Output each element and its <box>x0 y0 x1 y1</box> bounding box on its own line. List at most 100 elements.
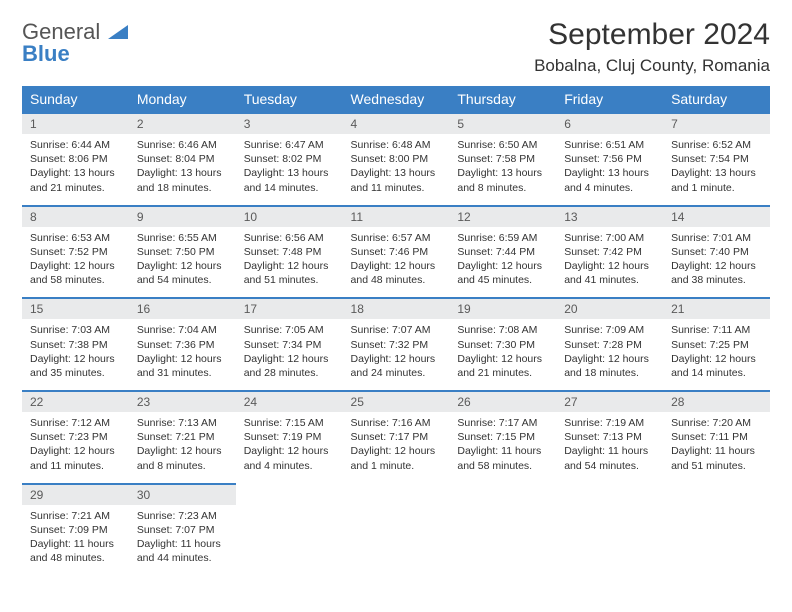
day-line-sunrise: Sunrise: 6:57 AM <box>351 231 442 245</box>
day-line-sunrise: Sunrise: 6:52 AM <box>671 138 762 152</box>
day-cell: 4Sunrise: 6:48 AMSunset: 8:00 PMDaylight… <box>343 113 450 206</box>
day-line-day1: Daylight: 12 hours <box>671 259 762 273</box>
day-cell <box>449 484 556 576</box>
day-line-sunrise: Sunrise: 7:15 AM <box>244 416 335 430</box>
day-line-sunset: Sunset: 7:54 PM <box>671 152 762 166</box>
week-row: 8Sunrise: 6:53 AMSunset: 7:52 PMDaylight… <box>22 206 770 299</box>
day-line-sunrise: Sunrise: 7:12 AM <box>30 416 121 430</box>
day-line-sunrise: Sunrise: 6:48 AM <box>351 138 442 152</box>
day-line-sunset: Sunset: 7:15 PM <box>457 430 548 444</box>
header-sun: Sunday <box>22 86 129 113</box>
day-cell: 12Sunrise: 6:59 AMSunset: 7:44 PMDayligh… <box>449 206 556 299</box>
day-line-day1: Daylight: 12 hours <box>671 352 762 366</box>
day-line-day2: and 51 minutes. <box>244 273 335 287</box>
day-cell: 11Sunrise: 6:57 AMSunset: 7:46 PMDayligh… <box>343 206 450 299</box>
day-content: Sunrise: 7:13 AMSunset: 7:21 PMDaylight:… <box>129 412 236 483</box>
day-cell: 9Sunrise: 6:55 AMSunset: 7:50 PMDaylight… <box>129 206 236 299</box>
day-content: Sunrise: 6:44 AMSunset: 8:06 PMDaylight:… <box>22 134 129 205</box>
day-number: 7 <box>663 114 770 134</box>
day-line-sunset: Sunset: 7:34 PM <box>244 338 335 352</box>
header-fri: Friday <box>556 86 663 113</box>
day-line-sunset: Sunset: 7:56 PM <box>564 152 655 166</box>
day-line-day2: and 8 minutes. <box>457 181 548 195</box>
day-line-day2: and 4 minutes. <box>564 181 655 195</box>
day-number: 15 <box>22 299 129 319</box>
day-cell <box>663 484 770 576</box>
day-number: 24 <box>236 392 343 412</box>
day-line-sunrise: Sunrise: 6:53 AM <box>30 231 121 245</box>
day-line-sunrise: Sunrise: 6:51 AM <box>564 138 655 152</box>
week-row: 29Sunrise: 7:21 AMSunset: 7:09 PMDayligh… <box>22 484 770 576</box>
day-line-sunrise: Sunrise: 6:46 AM <box>137 138 228 152</box>
day-line-day1: Daylight: 12 hours <box>137 444 228 458</box>
day-content: Sunrise: 6:50 AMSunset: 7:58 PMDaylight:… <box>449 134 556 205</box>
day-cell: 25Sunrise: 7:16 AMSunset: 7:17 PMDayligh… <box>343 391 450 484</box>
day-number: 28 <box>663 392 770 412</box>
day-line-day2: and 24 minutes. <box>351 366 442 380</box>
day-number: 6 <box>556 114 663 134</box>
day-cell <box>556 484 663 576</box>
day-cell: 17Sunrise: 7:05 AMSunset: 7:34 PMDayligh… <box>236 298 343 391</box>
day-line-day2: and 38 minutes. <box>671 273 762 287</box>
day-content: Sunrise: 7:04 AMSunset: 7:36 PMDaylight:… <box>129 319 236 390</box>
day-content: Sunrise: 7:16 AMSunset: 7:17 PMDaylight:… <box>343 412 450 483</box>
day-line-day2: and 45 minutes. <box>457 273 548 287</box>
day-line-sunset: Sunset: 7:21 PM <box>137 430 228 444</box>
day-number: 12 <box>449 207 556 227</box>
day-line-sunrise: Sunrise: 7:00 AM <box>564 231 655 245</box>
day-line-sunrise: Sunrise: 6:44 AM <box>30 138 121 152</box>
day-content: Sunrise: 6:48 AMSunset: 8:00 PMDaylight:… <box>343 134 450 205</box>
location: Bobalna, Cluj County, Romania <box>534 56 770 76</box>
logo-triangle-icon <box>108 21 128 43</box>
logo-text: General Blue <box>22 18 128 65</box>
day-line-day2: and 54 minutes. <box>137 273 228 287</box>
day-line-sunrise: Sunrise: 6:47 AM <box>244 138 335 152</box>
day-line-sunset: Sunset: 7:40 PM <box>671 245 762 259</box>
day-line-sunset: Sunset: 7:07 PM <box>137 523 228 537</box>
day-cell: 7 Sunrise: 6:52 AMSunset: 7:54 PMDaylight… <box>663 113 770 206</box>
day-content: Sunrise: 7:00 AMSunset: 7:42 PMDaylight:… <box>556 227 663 298</box>
day-cell: 30Sunrise: 7:23 AMSunset: 7:07 PMDayligh… <box>129 484 236 576</box>
day-line-day2: and 44 minutes. <box>137 551 228 565</box>
header-thu: Thursday <box>449 86 556 113</box>
day-content: Sunrise: 6:47 AMSunset: 8:02 PMDaylight:… <box>236 134 343 205</box>
day-line-sunrise: Sunrise: 7:20 AM <box>671 416 762 430</box>
day-content: Sunrise: 7:09 AMSunset: 7:28 PMDaylight:… <box>556 319 663 390</box>
day-line-day1: Daylight: 12 hours <box>30 259 121 273</box>
day-line-day2: and 35 minutes. <box>30 366 121 380</box>
day-line-day2: and 48 minutes. <box>351 273 442 287</box>
day-line-sunset: Sunset: 7:30 PM <box>457 338 548 352</box>
day-line-sunrise: Sunrise: 6:50 AM <box>457 138 548 152</box>
day-line-day1: Daylight: 13 hours <box>671 166 762 180</box>
day-line-day2: and 14 minutes. <box>671 366 762 380</box>
day-line-day1: Daylight: 13 hours <box>30 166 121 180</box>
day-line-sunset: Sunset: 8:00 PM <box>351 152 442 166</box>
day-line-sunset: Sunset: 7:28 PM <box>564 338 655 352</box>
day-cell: 1Sunrise: 6:44 AMSunset: 8:06 PMDaylight… <box>22 113 129 206</box>
day-cell: 22Sunrise: 7:12 AMSunset: 7:23 PMDayligh… <box>22 391 129 484</box>
day-line-sunset: Sunset: 7:52 PM <box>30 245 121 259</box>
day-line-sunrise: Sunrise: 7:04 AM <box>137 323 228 337</box>
day-cell: 16Sunrise: 7:04 AMSunset: 7:36 PMDayligh… <box>129 298 236 391</box>
day-line-sunrise: Sunrise: 6:59 AM <box>457 231 548 245</box>
day-line-day1: Daylight: 12 hours <box>244 444 335 458</box>
day-cell: 8Sunrise: 6:53 AMSunset: 7:52 PMDaylight… <box>22 206 129 299</box>
day-content: Sunrise: 7:17 AMSunset: 7:15 PMDaylight:… <box>449 412 556 483</box>
day-line-sunrise: Sunrise: 7:08 AM <box>457 323 548 337</box>
day-cell: 6Sunrise: 6:51 AMSunset: 7:56 PMDaylight… <box>556 113 663 206</box>
day-line-sunset: Sunset: 7:09 PM <box>30 523 121 537</box>
day-content: Sunrise: 6:59 AMSunset: 7:44 PMDaylight:… <box>449 227 556 298</box>
day-line-sunset: Sunset: 7:42 PM <box>564 245 655 259</box>
day-number: 3 <box>236 114 343 134</box>
day-number: 20 <box>556 299 663 319</box>
day-cell: 5Sunrise: 6:50 AMSunset: 7:58 PMDaylight… <box>449 113 556 206</box>
day-number: 5 <box>449 114 556 134</box>
day-cell <box>236 484 343 576</box>
day-line-day2: and 18 minutes. <box>137 181 228 195</box>
day-number: 18 <box>343 299 450 319</box>
day-line-day1: Daylight: 12 hours <box>564 259 655 273</box>
day-line-day1: Daylight: 12 hours <box>564 352 655 366</box>
day-line-day2: and 28 minutes. <box>244 366 335 380</box>
week-row: 22Sunrise: 7:12 AMSunset: 7:23 PMDayligh… <box>22 391 770 484</box>
day-line-day1: Daylight: 12 hours <box>457 352 548 366</box>
